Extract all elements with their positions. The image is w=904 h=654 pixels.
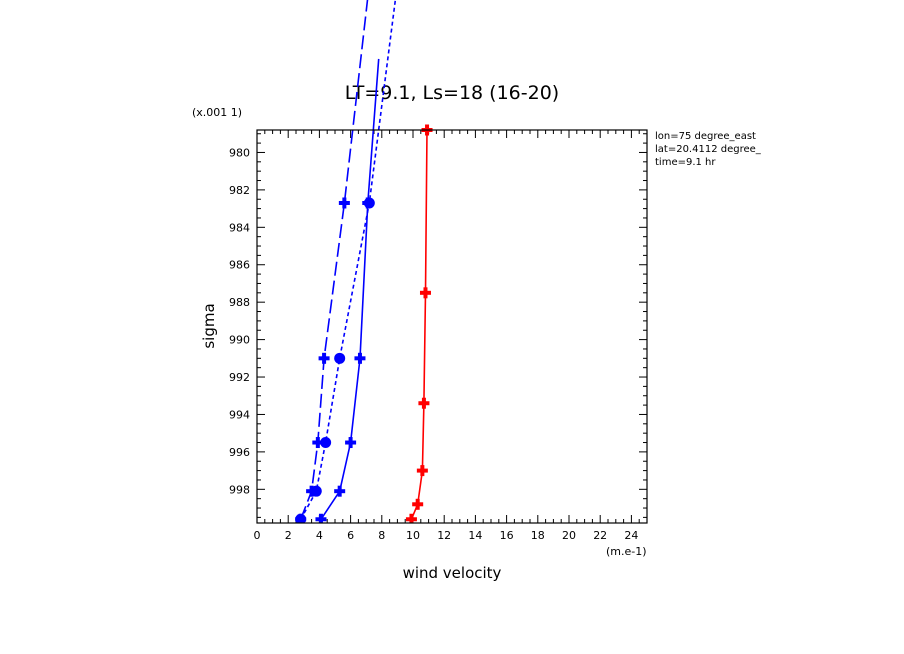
y-tick-label: 996 — [229, 446, 250, 459]
x-tick-label: 22 — [593, 529, 607, 542]
data-point-marker — [295, 513, 307, 523]
y-tick-label: 986 — [229, 259, 250, 272]
y-tick-label: 982 — [229, 184, 250, 197]
data-point-marker — [320, 437, 332, 449]
data-point-marker — [310, 485, 322, 497]
data-point-marker — [416, 465, 428, 477]
y-tick-label: 988 — [229, 296, 250, 309]
series-line-4 — [410, 129, 428, 520]
x-unit-label: (m.e-1) — [606, 545, 647, 558]
x-tick-label: 24 — [624, 529, 638, 542]
axes: 0 2 4 6 8 10 12 14 16 18 20 22 249809829849869889909… — [229, 130, 648, 542]
y-tick-label: 994 — [229, 408, 250, 421]
data-point-marker — [334, 352, 346, 364]
y-tick-label: 984 — [229, 221, 250, 234]
info-lon: lon=75 degree_east — [655, 131, 756, 142]
data-point-marker — [334, 485, 346, 497]
data-point-marker — [354, 352, 366, 364]
data-point-marker — [315, 513, 327, 523]
x-tick-label: 12 — [437, 529, 451, 542]
y-unit-label: (x.001 1) — [192, 106, 242, 119]
plot-frame — [256, 129, 648, 524]
info-lat: lat=20.4112 degree_ — [655, 144, 762, 155]
info-time: time=9.1 hr — [655, 157, 716, 168]
x-tick-label: 8 — [378, 529, 385, 542]
y-axis-label: sigma — [200, 303, 218, 348]
data-point-marker — [345, 437, 357, 449]
data-point-marker — [363, 197, 375, 209]
data-point-marker — [405, 513, 417, 523]
y-tick-label: 990 — [229, 334, 250, 347]
data-point-marker — [418, 397, 430, 409]
x-tick-label: 14 — [468, 529, 482, 542]
x-tick-label: 0 — [254, 529, 261, 542]
series-layer — [295, 0, 433, 523]
x-tick-label: 20 — [562, 529, 576, 542]
data-point-marker — [338, 197, 350, 209]
y-tick-label: 980 — [229, 146, 250, 159]
data-point-marker — [318, 352, 330, 364]
chart-title: LT=9.1, Ls=18 (16-20) — [345, 82, 559, 104]
data-point-marker — [419, 287, 431, 299]
x-tick-label: 6 — [347, 529, 354, 542]
x-tick-label: 4 — [316, 529, 323, 542]
x-tick-label: 18 — [531, 529, 545, 542]
data-point-marker — [312, 437, 324, 449]
data-point-marker — [412, 498, 424, 510]
series-line-1 — [320, 58, 380, 520]
y-tick-label: 992 — [229, 371, 250, 384]
x-tick-label: 16 — [500, 529, 514, 542]
x-tick-label: 2 — [285, 529, 292, 542]
x-tick-label: 10 — [406, 529, 420, 542]
x-axis-label: wind velocity — [403, 564, 502, 582]
y-tick-label: 998 — [229, 483, 250, 496]
